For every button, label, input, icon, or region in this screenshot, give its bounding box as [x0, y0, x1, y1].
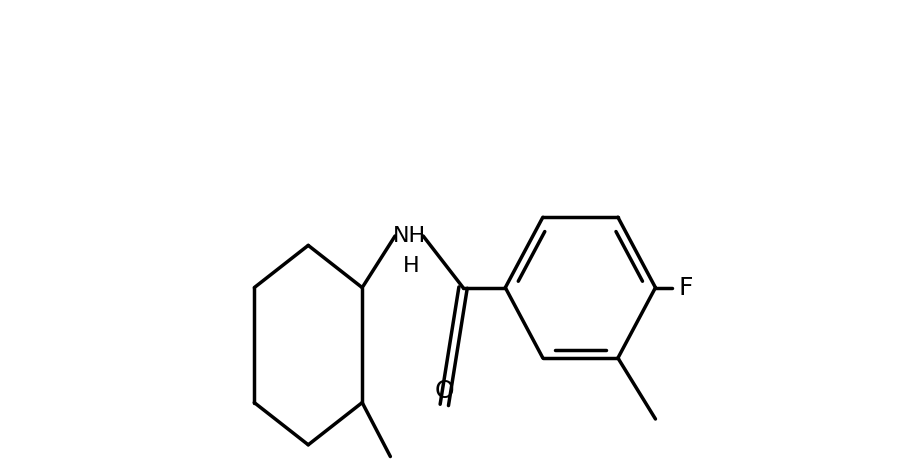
Text: O: O [435, 379, 454, 403]
Text: NH: NH [392, 226, 426, 246]
Text: H: H [403, 256, 419, 277]
Text: F: F [679, 276, 693, 300]
